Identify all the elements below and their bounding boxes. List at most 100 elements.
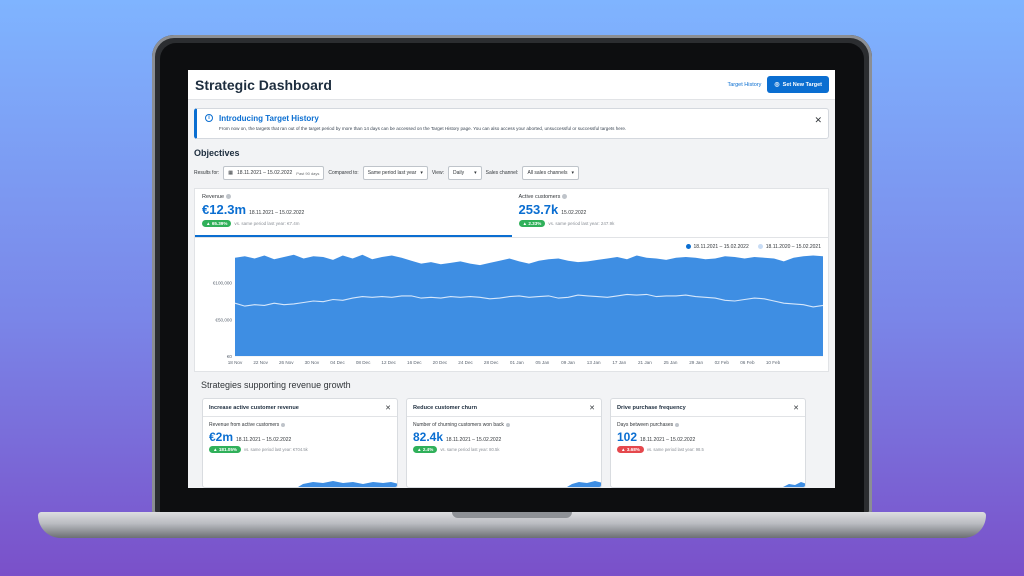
card-comparison: vs. same period last year: 98.5 xyxy=(646,447,704,452)
kpi-tab-revenue[interactable]: Revenue €12.3m 18.11.2021 – 15.02.2022 ▲… xyxy=(195,189,512,237)
kpi-value: €12.3m xyxy=(202,202,247,217)
kpi-tab-active-customers[interactable]: Active customers 253.7k 15.02.2022 ▲ 2.3… xyxy=(512,189,829,237)
kpi-row: Revenue €12.3m 18.11.2021 – 15.02.2022 ▲… xyxy=(194,188,829,238)
x-tick-label: 17 Jan xyxy=(612,360,626,365)
y-tick-label: €50,000 xyxy=(215,317,232,322)
legend-item-current[interactable]: 18.11.2021 – 15.02.2022 xyxy=(685,244,749,250)
series-line-previous[interactable] xyxy=(234,293,824,308)
x-tick-label: 26 Nov xyxy=(279,360,294,365)
help-icon xyxy=(675,422,680,427)
kpi-comparison: vs. same period last year: €7.4m xyxy=(234,221,300,226)
kpi-value: 253.7k xyxy=(518,202,559,217)
header-actions: Target History ◎ Set New Target xyxy=(727,76,829,93)
info-banner: i Introducing Target History From now on… xyxy=(194,108,829,139)
x-tick-label: 22 Nov xyxy=(253,360,268,365)
strategy-card[interactable]: Increase active customer revenue ✕ Revenu… xyxy=(202,398,398,488)
x-tick-label: 13 Jan xyxy=(587,360,601,365)
view-value: Daily xyxy=(453,170,465,176)
help-icon xyxy=(226,194,232,200)
change-badge: ▲ 65.39% xyxy=(202,220,232,227)
legend-item-previous[interactable]: 18.11.2020 – 15.02.2021 xyxy=(757,244,821,250)
change-badge: ▲ 181.05% xyxy=(209,446,241,453)
chart-legend: 18.11.2021 – 15.02.2022 18.11.2020 – 15.… xyxy=(685,244,821,250)
banner-title: Introducing Target History xyxy=(219,114,319,123)
strategy-card[interactable]: Drive purchase frequency ✕ Days between p… xyxy=(610,398,806,488)
card-label: Revenue from active customers xyxy=(209,422,391,428)
revenue-chart-card: 18.11.2021 – 15.02.2022 18.11.2020 – 15.… xyxy=(194,238,829,372)
kpi-date: 15.02.2022 xyxy=(561,210,587,216)
info-icon: i xyxy=(205,114,213,122)
card-comparison: vs. same period last year: 80.5k xyxy=(440,447,500,452)
kpi-label: Revenue xyxy=(202,194,505,200)
x-tick-label: 12 Dec xyxy=(381,360,396,365)
revenue-area-chart[interactable]: €100,000 €50,000 €018 Nov 22 Nov 26 Nov 30 No… xyxy=(195,238,830,372)
caret-down-icon: ▾ xyxy=(420,170,423,176)
close-icon[interactable]: ✕ xyxy=(589,404,595,412)
page-title: Strategic Dashboard xyxy=(195,76,332,93)
date-range-picker[interactable]: ▦ 18.11.2021 – 15.02.2022 Past 90 days xyxy=(223,166,325,180)
banner-text: From now on, the targets that ran out of… xyxy=(219,126,627,131)
card-title: Increase active customer revenue xyxy=(209,404,299,411)
caret-down-icon: ▾ xyxy=(474,170,477,176)
x-tick-label: 30 Nov xyxy=(305,360,320,365)
card-date: 18.11.2021 – 15.02.2022 xyxy=(640,437,696,443)
compared-to-select[interactable]: Same period last year ▾ xyxy=(362,166,428,180)
sales-channel-label: Sales channel: xyxy=(485,170,519,176)
card-value: €2m xyxy=(209,430,234,444)
close-icon[interactable]: ✕ xyxy=(814,115,822,125)
series-area-current[interactable] xyxy=(235,254,823,356)
kpi-comparison: vs. same period last year: 247.9k xyxy=(548,221,615,226)
x-tick-label: 20 Dec xyxy=(433,360,448,365)
x-tick-label: 16 Dec xyxy=(407,360,422,365)
x-tick-label: 18 Nov xyxy=(228,360,243,365)
sales-channel-select[interactable]: All sales channels ▾ xyxy=(522,166,579,180)
change-badge: ▲ 2.4% xyxy=(413,446,438,453)
date-range-hint: Past 90 days xyxy=(296,170,320,176)
card-comparison: vs. same period last year: €704.5k xyxy=(243,447,308,452)
compared-to-label: Compared to: xyxy=(328,170,359,176)
app-screen: Strategic Dashboard Target History ◎ Set… xyxy=(188,70,835,488)
kpi-date: 18.11.2021 – 15.02.2022 xyxy=(249,210,305,216)
view-select[interactable]: Daily ▾ xyxy=(448,166,482,180)
sparkline xyxy=(203,481,397,487)
card-value: 102 xyxy=(617,430,638,444)
y-tick-label: €0 xyxy=(227,354,233,359)
laptop-notch xyxy=(452,512,572,518)
set-new-target-button[interactable]: ◎ Set New Target xyxy=(767,76,829,93)
y-tick-label: €100,000 xyxy=(213,281,233,286)
target-icon: ◎ xyxy=(774,82,780,88)
target-history-link[interactable]: Target History xyxy=(727,81,762,88)
sales-channel-value: All sales channels xyxy=(527,170,568,176)
close-icon[interactable]: ✕ xyxy=(793,404,799,412)
change-badge: ▲ 2.33% xyxy=(518,220,546,227)
x-tick-label: 10 Feb xyxy=(766,360,781,365)
sparkline xyxy=(407,481,601,487)
compared-to-value: Same period last year xyxy=(367,170,417,176)
strategy-card[interactable]: Reduce customer churn ✕ Number of churnin… xyxy=(406,398,602,488)
caret-down-icon: ▾ xyxy=(571,170,574,176)
x-tick-label: 01 Jan xyxy=(510,360,524,365)
set-new-target-label: Set New Target xyxy=(782,81,822,88)
strategies-title: Strategies supporting revenue growth xyxy=(201,380,351,390)
x-tick-label: 28 Dec xyxy=(484,360,499,365)
x-tick-label: 02 Feb xyxy=(715,360,730,365)
calendar-icon: ▦ xyxy=(228,170,234,176)
x-tick-label: 06 Feb xyxy=(740,360,755,365)
results-for-label: Results for: xyxy=(194,170,220,176)
close-icon[interactable]: ✕ xyxy=(385,404,391,412)
objectives-title: Objectives xyxy=(194,148,240,158)
x-tick-label: 25 Jan xyxy=(664,360,678,365)
card-value: 82.4k xyxy=(413,430,444,444)
card-title: Drive purchase frequency xyxy=(617,404,686,411)
card-date: 18.11.2021 – 15.02.2022 xyxy=(446,437,502,443)
help-icon xyxy=(562,194,568,200)
app-header: Strategic Dashboard Target History ◎ Set… xyxy=(188,70,835,100)
card-date: 18.11.2021 – 15.02.2022 xyxy=(236,437,292,443)
sparkline xyxy=(611,482,805,487)
x-tick-label: 09 Jan xyxy=(561,360,575,365)
x-tick-label: 21 Jan xyxy=(638,360,652,365)
x-tick-label: 04 Dec xyxy=(330,360,345,365)
date-range-value: 18.11.2021 – 15.02.2022 xyxy=(237,170,293,176)
card-label: Days between purchases xyxy=(617,422,799,428)
x-tick-label: 08 Dec xyxy=(356,360,371,365)
